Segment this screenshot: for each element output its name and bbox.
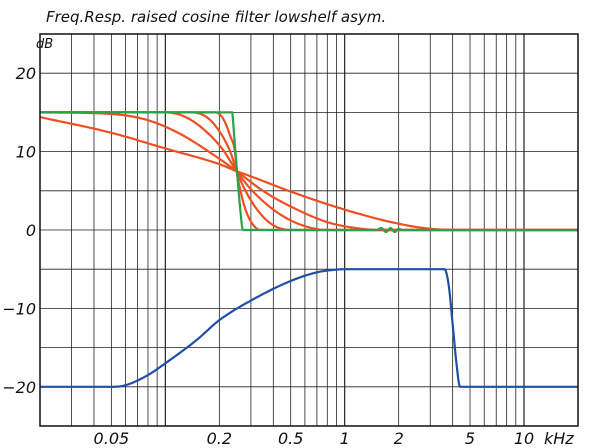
x-tick-label: 0.5 <box>278 429 303 448</box>
series-line <box>40 111 578 232</box>
series-line <box>40 111 578 234</box>
x-tick-label: 1 <box>340 429 350 448</box>
y-tick-labels: 20 10 0 −10 −20 <box>2 64 36 397</box>
y-tick-label: −20 <box>2 378 36 397</box>
x-tick-labels: 0.05 0.2 0.5 1 2 5 10 <box>94 429 535 448</box>
y-unit-label: dB <box>36 37 53 52</box>
x-tick-label: 0.2 <box>207 429 232 448</box>
series-line <box>40 111 578 232</box>
x-tick-label: 5 <box>465 429 475 448</box>
plot-frame <box>39 33 579 427</box>
y-tick-label: 20 <box>16 64 36 83</box>
x-unit-label: kHz <box>544 429 574 448</box>
y-tick-label: −10 <box>2 299 36 318</box>
y-tick-label: 10 <box>16 143 36 162</box>
series-line <box>40 268 578 388</box>
y-tick-label: 0 <box>26 221 36 240</box>
chart-title: Freq.Resp. raised cosine filter lowshelf… <box>46 8 386 26</box>
x-tick-label: 0.05 <box>94 429 130 448</box>
series-group <box>39 111 578 388</box>
series-line <box>40 111 578 232</box>
series-line <box>39 111 578 232</box>
x-tick-label: 2 <box>394 429 404 448</box>
x-tick-label: 10 <box>514 429 534 448</box>
series-line <box>39 116 578 232</box>
